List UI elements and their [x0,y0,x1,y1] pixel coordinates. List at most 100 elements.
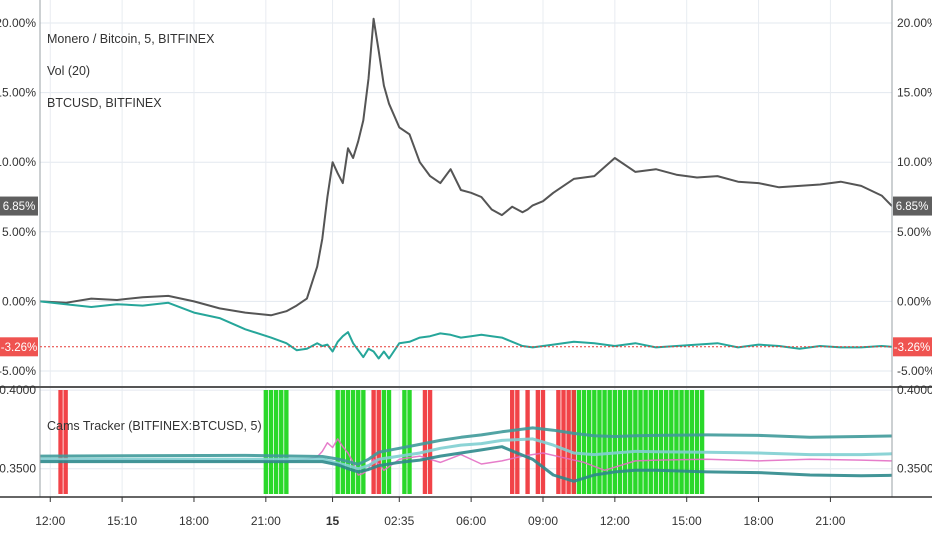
buy-signal-bar [386,390,392,494]
indicator-series [39,426,893,483]
buy-signal-bar [402,390,407,494]
buy-signal-bar [628,390,633,494]
x-tick-label: 12:00 [600,514,630,528]
series-line [39,426,893,466]
sell-signal-bar [556,390,561,494]
buy-signal-bar [335,390,340,494]
time-grid [49,0,831,497]
x-tick-label: 09:00 [528,514,558,528]
indicator-pane-grid [40,389,892,470]
buy-signal-bar [597,390,602,494]
indicator-title[interactable]: Cams Tracker (BITFINEX:BTCUSD, 5) [47,419,262,433]
buy-signal-bar [350,390,356,494]
series-line [40,438,893,476]
x-tick-label: 12:00 [35,514,65,528]
buy-signal-bar [669,390,674,494]
sell-signal-bar [58,390,63,494]
sell-signal-bar [510,390,515,494]
sell-signal-bar [371,390,376,494]
x-tick-label: 21:00 [251,514,281,528]
buy-signal-bar [284,390,289,494]
buy-signal-bar [617,390,623,494]
buy-signal-bar [263,390,269,494]
last-price-label: 6.85% [3,201,36,213]
x-tick-label: 15 [326,514,340,528]
buy-signal-bar [674,390,679,494]
price-pane-grid [40,22,892,372]
buy-signal-bar [689,390,695,494]
x-tick-label: 06:00 [456,514,486,528]
buy-signal-bar [576,390,582,494]
buy-signal-bar [633,390,638,494]
buy-signal-bar [592,390,597,494]
last-price-label: 6.85% [896,201,929,213]
buy-signal-bar [607,390,612,494]
series-line [40,445,893,483]
buy-signal-bar [407,390,412,494]
y-tick-label: 0.3500 [897,462,932,476]
sell-signal-bar [525,390,530,494]
sell-signal-bar [571,390,576,494]
price-pane-legend: Monero / Bitcoin, 5, BITFINEX Vol (20) B… [47,32,215,110]
indicator-axis-labels: 0.4000 0.4000 0.3500 0.3500 [0,383,932,476]
sell-signal-bar [561,390,566,494]
buy-signal-bar [273,390,279,494]
last-price-badge-right: 6.85% [893,196,932,216]
buy-signal-bar [356,390,361,494]
y-tick-label: 20.00% [0,16,36,30]
signal-bars [58,390,705,494]
overlay-price-badge-left: -3.26% [0,337,38,357]
buy-signal-bar [648,390,653,494]
x-tick-label: 15:00 [672,514,702,528]
y-tick-label: 15.00% [0,86,36,100]
price-axis-labels: 20.00% 20.00% 15.00% 15.00% 10.00% 10.00% 5.00… [0,16,932,378]
buy-signal-bar [699,390,705,494]
price-series [39,17,893,360]
x-tick-label: 21:00 [815,514,845,528]
chart-title[interactable]: Monero / Bitcoin, 5, BITFINEX [47,32,215,46]
time-axis-labels: 12:00 15:10 18:00 21:00 15 02:35 06:00 09:00 12:… [35,497,846,528]
overlay-price-label: -3.26% [1,342,37,354]
sell-signal-bar [63,390,68,494]
buy-signal-bar [581,390,587,494]
buy-signal-bar [268,390,274,494]
sell-signal-bar [566,390,571,494]
y-tick-label: 0.00% [897,294,931,308]
buy-signal-bar [684,390,689,494]
series-line [39,17,893,317]
volume-indicator-label[interactable]: Vol (20) [47,64,90,78]
overlay-price-label: -3.26% [894,342,930,354]
sell-signal-bar [515,390,520,494]
compare-symbol-label[interactable]: BTCUSD, BITFINEX [47,96,162,110]
x-tick-label: 18:00 [179,514,209,528]
series-line [39,300,893,360]
x-tick-label: 15:10 [107,514,137,528]
buy-signal-bar [586,390,592,494]
buy-signal-bar [361,390,366,494]
buy-signal-bar [381,390,387,494]
y-tick-label: 10.00% [0,155,36,169]
y-tick-label: -5.00% [0,364,36,378]
y-tick-label: 5.00% [897,225,931,239]
y-tick-label: 5.00% [2,225,36,239]
buy-signal-bar [279,390,284,494]
buy-signal-bar [622,390,628,494]
y-tick-label: -5.00% [897,364,932,378]
buy-signal-bar [663,390,669,494]
buy-signal-bar [679,390,684,494]
sell-signal-bar [376,390,381,494]
buy-signal-bar [345,390,351,494]
y-tick-label: 15.00% [897,86,932,100]
y-tick-label: 20.00% [897,16,932,30]
y-tick-label: 10.00% [897,155,932,169]
buy-signal-bar [340,390,346,494]
y-tick-label: 0.4000 [0,383,36,397]
last-price-badge-left: 6.85% [0,196,38,216]
series-line [40,437,893,471]
buy-signal-bar [694,390,700,494]
buy-signal-bar [612,390,618,494]
x-tick-label: 18:00 [744,514,774,528]
y-tick-label: 0.4000 [897,383,932,397]
